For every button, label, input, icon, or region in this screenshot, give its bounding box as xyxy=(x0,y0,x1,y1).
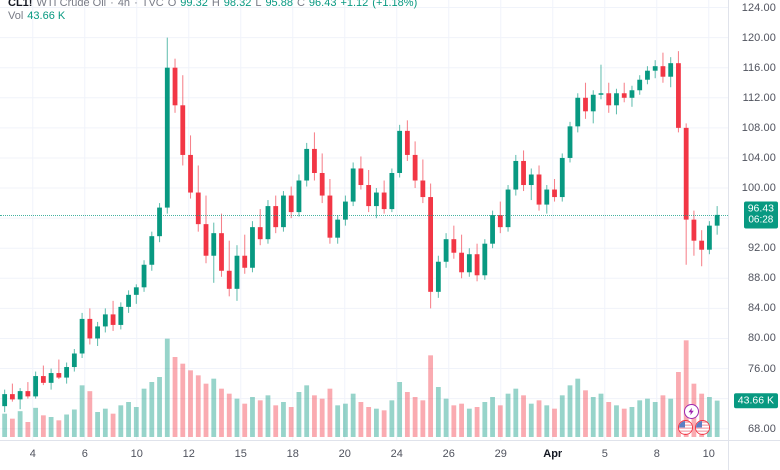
time-axis-tick: 29 xyxy=(494,448,507,460)
price-axis-tick: 120.00 xyxy=(741,31,776,44)
time-axis-tick: 24 xyxy=(390,448,403,460)
us-flag-icon[interactable] xyxy=(695,420,710,435)
price-axis-tick: 84.00 xyxy=(747,302,776,315)
time-axis-tick: 8 xyxy=(653,448,660,460)
price-axis-tick: 108.00 xyxy=(741,121,776,134)
price-axis-tick: 124.00 xyxy=(741,1,776,14)
lightning-bolt-icon[interactable] xyxy=(684,404,699,419)
price-axis-tick: 112.00 xyxy=(742,91,776,104)
axis-corner xyxy=(728,440,780,470)
chart-plot-area[interactable]: CL1! WTI Crude Oil · 4h · TVC O 99.32 H … xyxy=(0,0,728,440)
price-axis-tick: 104.00 xyxy=(741,151,776,164)
time-axis-tick: 4 xyxy=(29,448,36,460)
candlestick-series xyxy=(2,37,720,437)
last-price-value: 96.43 xyxy=(747,202,774,215)
price-axis-tick: 116.00 xyxy=(742,61,776,74)
time-axis-tick: 15 xyxy=(234,448,247,460)
time-axis-tick: 6 xyxy=(81,448,88,460)
time-axis-tick: 20 xyxy=(338,448,351,460)
time-axis-tick: 12 xyxy=(182,448,195,460)
time-axis-tick: 10 xyxy=(130,448,143,460)
time-axis-tick: Apr xyxy=(543,448,563,460)
time-axis-tick: 18 xyxy=(286,448,299,460)
price-axis-tick: 100.00 xyxy=(741,182,776,195)
price-axis-tick: 92.00 xyxy=(747,242,776,255)
time-axis[interactable]: 4 6 10 12 15 18 20 24 26 29 Apr 5 8 10 xyxy=(0,440,728,470)
last-price-badge[interactable]: 96.43 06:28 xyxy=(743,201,778,229)
price-axis-tick: 68.00 xyxy=(747,422,776,435)
volume-badge[interactable]: 43.66 K xyxy=(733,392,778,409)
time-axis-tick: 10 xyxy=(702,448,715,460)
last-price-time: 06:28 xyxy=(748,214,774,226)
price-axis-tick: 80.00 xyxy=(747,332,776,345)
price-axis-tick: 76.00 xyxy=(747,362,776,375)
price-axis[interactable]: 124.00 120.00 116.00 112.00 108.00 104.00 100.… xyxy=(728,0,780,440)
us-flag-icon[interactable] xyxy=(678,420,693,435)
time-axis-tick: 26 xyxy=(442,448,455,460)
current-price-line xyxy=(0,214,728,216)
time-axis-tick: 5 xyxy=(601,448,608,460)
price-axis-tick: 88.00 xyxy=(747,272,776,285)
